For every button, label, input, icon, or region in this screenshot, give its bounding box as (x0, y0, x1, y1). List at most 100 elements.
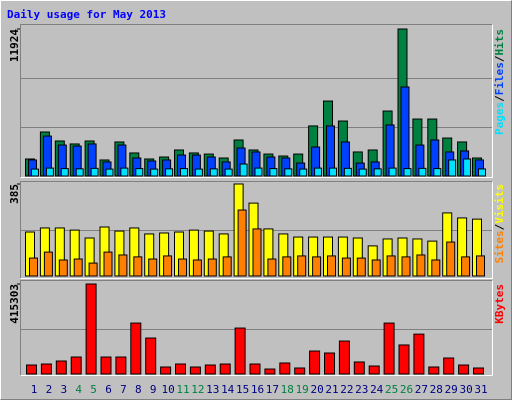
x-tick-label: 27 (415, 383, 428, 396)
bar (371, 259, 381, 277)
bar (282, 256, 292, 277)
bar (343, 167, 352, 177)
bar (416, 254, 426, 277)
bar (353, 361, 365, 375)
bar (224, 168, 233, 177)
bar (463, 158, 472, 177)
bar (403, 168, 412, 177)
bar (461, 256, 471, 277)
bar (73, 258, 83, 277)
bar (239, 163, 248, 177)
bar (401, 256, 411, 277)
bar (207, 258, 217, 277)
x-tick-label: 3 (60, 383, 67, 396)
bar (31, 168, 39, 177)
x-tick-label: 13 (206, 383, 219, 396)
series-legend: Sites/Visits (493, 184, 506, 264)
bar (446, 241, 456, 277)
bar (237, 209, 247, 277)
y-tick-label: 385 (8, 184, 21, 204)
bar (284, 168, 293, 177)
bar (294, 367, 306, 375)
bar (26, 364, 37, 375)
y-tick-label: 415303 (8, 284, 21, 324)
x-tick-label: 23 (355, 383, 368, 396)
x-tick-label: 19 (296, 383, 309, 396)
bar (204, 364, 216, 375)
bar (234, 327, 246, 375)
bar (264, 368, 276, 375)
bar (103, 251, 113, 277)
bar (105, 168, 114, 177)
bar (55, 360, 67, 375)
bar (431, 259, 441, 277)
series-legend: Pages/Files/Hits (493, 29, 506, 135)
y-tick-label: 11924 (8, 29, 21, 62)
bar (29, 257, 38, 277)
plot-bevel-dark (20, 24, 493, 178)
x-tick-label: 20 (310, 383, 323, 396)
plot-bevel-light (20, 280, 493, 376)
series-legend: KBytes (493, 284, 506, 324)
bar (400, 86, 410, 177)
bar (309, 350, 321, 375)
bar (163, 255, 173, 277)
x-tick-label: 4 (75, 383, 82, 396)
plot-bevel-dark (20, 280, 493, 376)
bar (148, 258, 158, 277)
bar (279, 362, 291, 375)
bar (118, 254, 128, 277)
bar (175, 363, 186, 375)
x-tick-label: 16 (251, 383, 264, 396)
x-tick-label: 14 (221, 383, 235, 396)
x-tick-label: 15 (236, 383, 249, 396)
bar (314, 167, 323, 177)
x-tick-label: 25 (385, 383, 398, 396)
bar (133, 256, 143, 277)
x-tick-label: 6 (105, 383, 112, 396)
bar (413, 333, 425, 375)
legend-entry: Pages (493, 102, 506, 135)
bar (58, 259, 68, 277)
bar (192, 259, 202, 277)
bar (398, 344, 410, 375)
bar (312, 256, 322, 277)
bar (85, 283, 97, 375)
bar (252, 228, 262, 277)
bar (329, 167, 337, 177)
bar (150, 168, 159, 177)
bar (115, 356, 127, 375)
bar (219, 363, 231, 375)
bar (383, 322, 395, 375)
x-tick-label: 10 (161, 383, 174, 396)
x-tick-label: 7 (120, 383, 127, 396)
bar (88, 262, 98, 277)
bar (90, 167, 99, 177)
bar (478, 168, 486, 177)
x-tick-label: 22 (340, 383, 353, 396)
bar (120, 167, 129, 177)
bar (386, 255, 396, 277)
bar (135, 168, 144, 177)
bar (222, 256, 232, 277)
plot-bevel-light (20, 181, 493, 279)
x-tick-label: 29 (445, 383, 458, 396)
bar (358, 168, 367, 177)
bar (43, 251, 53, 277)
bar (209, 168, 218, 177)
bar (338, 340, 350, 375)
legend-entry: Sites (493, 230, 506, 263)
bar (60, 168, 69, 177)
bar (473, 367, 484, 375)
bar (476, 255, 485, 277)
bar (299, 168, 308, 177)
bar (388, 167, 397, 177)
x-tick-label: 12 (191, 383, 204, 396)
bar (45, 167, 54, 177)
bar (443, 357, 455, 375)
x-tick-label: 18 (281, 383, 294, 396)
bar (269, 168, 278, 177)
bar (433, 168, 442, 177)
bar (297, 255, 307, 277)
